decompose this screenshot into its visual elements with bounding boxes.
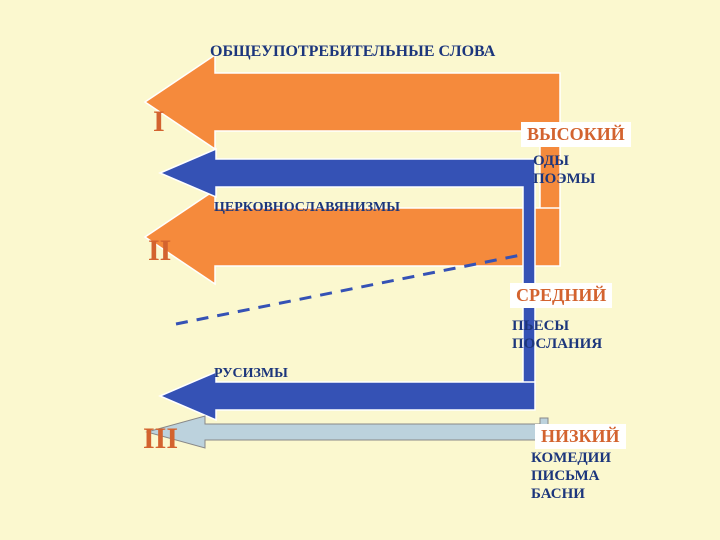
arrow-a5_lightblue [147, 416, 548, 448]
genres-mid: ПЬЕСЫ ПОСЛАНИЯ [512, 317, 602, 353]
genres-low: КОМЕДИИ ПИСЬМА БАСНИ [531, 449, 611, 503]
roman-one: I [153, 105, 165, 139]
diagram-svg [0, 0, 720, 540]
genres-high: ОДЫ ПОЭМЫ [533, 152, 595, 188]
style-mid: СРЕДНИЙ [510, 283, 612, 308]
category-russisms: РУСИЗМЫ [214, 366, 288, 382]
category-church-slavonic: ЦЕРКОВНОСЛАВЯНИЗМЫ [214, 200, 400, 216]
arrow-a2_blue [160, 149, 535, 398]
title-label: ОБЩЕУПОТРЕБИТЕЛЬНЫЕ СЛОВА [210, 43, 495, 61]
roman-two: II [148, 234, 171, 268]
style-low: НИЗКИЙ [535, 424, 626, 449]
roman-three: III [143, 422, 178, 456]
style-high: ВЫСОКИЙ [521, 122, 631, 147]
